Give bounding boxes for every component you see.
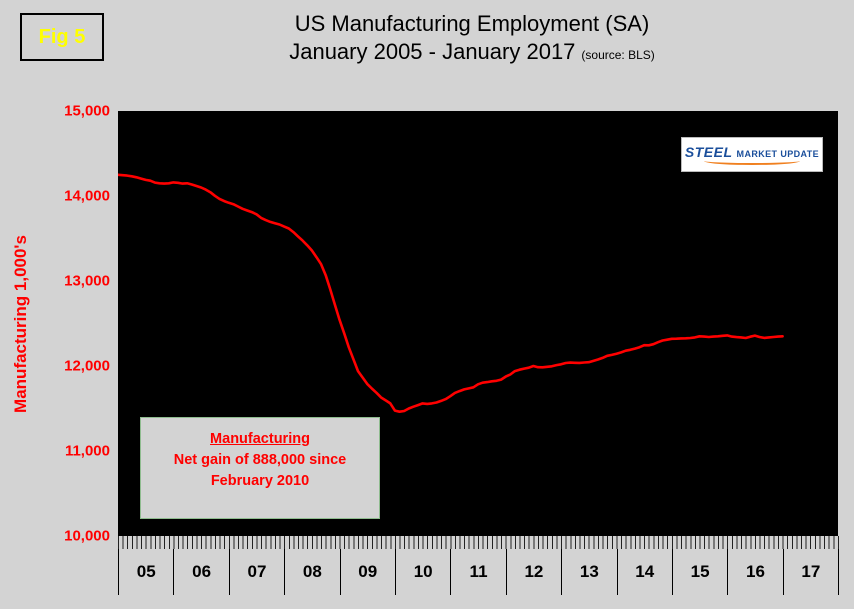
chart-title: US Manufacturing Employment (SA): [294, 11, 650, 36]
y-tick-label: 10,000: [64, 527, 110, 545]
figure-number-box: Fig 5: [20, 13, 104, 61]
steel-market-update-logo: STEEL MARKET UPDATE: [681, 137, 823, 172]
x-axis-label: 07: [228, 549, 284, 595]
x-axis-label: 17: [782, 549, 840, 595]
x-axis-label: 12: [505, 549, 561, 595]
employment-line-svg: [118, 173, 784, 413]
x-axis-label: 13: [561, 549, 616, 595]
x-axis-label: 11: [450, 549, 505, 595]
x-axis-label: 10: [394, 549, 450, 595]
chart-subtitle-text: January 2005 - January 2017: [289, 39, 576, 64]
employment-line: [118, 173, 784, 413]
logo-steel-text: STEEL: [684, 144, 733, 160]
y-tick-label: 14,000: [64, 187, 110, 205]
x-axis-label: 08: [284, 549, 339, 595]
chart-source: (source: BLS): [581, 48, 655, 62]
x-axis-label: 05: [118, 549, 173, 595]
y-tick-label: 15,000: [64, 102, 110, 120]
y-axis-tick-labels: 15,000 14,000 13,000 12,000 11,000 10,00…: [28, 103, 110, 545]
chart-subtitle: January 2005 - January 2017 (source: BLS): [100, 38, 844, 69]
x-axis-minor-ticks: [118, 536, 839, 549]
x-axis-labels: 05 06 07 08 09 10 11 12 13 14 15 16 17: [118, 549, 840, 595]
chart-title-block: US Manufacturing Employment (SA) January…: [100, 10, 844, 69]
annotation-line3: February 2010: [210, 473, 310, 489]
x-axis-label: 15: [671, 549, 727, 595]
logo-swoosh-icon: [704, 157, 800, 165]
x-axis-label: 06: [173, 549, 228, 595]
plot-area: STEEL MARKET UPDATE Manufacturing Net ga…: [118, 111, 838, 536]
annotation-heading: Manufacturing: [210, 431, 310, 447]
x-axis-label: 16: [727, 549, 782, 595]
x-axis-label: 14: [616, 549, 672, 595]
logo-market-update-text: MARKET UPDATE: [736, 149, 820, 159]
x-axis-label: 09: [339, 549, 395, 595]
y-tick-label: 12,000: [64, 357, 110, 375]
y-tick-label: 13,000: [64, 272, 110, 290]
annotation-line2: Net gain of 888,000 since: [173, 452, 347, 468]
y-tick-label: 11,000: [64, 442, 110, 460]
figure-number-label: Fig 5: [38, 25, 86, 48]
logo-text: STEEL MARKET UPDATE: [685, 144, 819, 160]
annotation-box: Manufacturing Net gain of 888,000 since …: [140, 417, 380, 519]
